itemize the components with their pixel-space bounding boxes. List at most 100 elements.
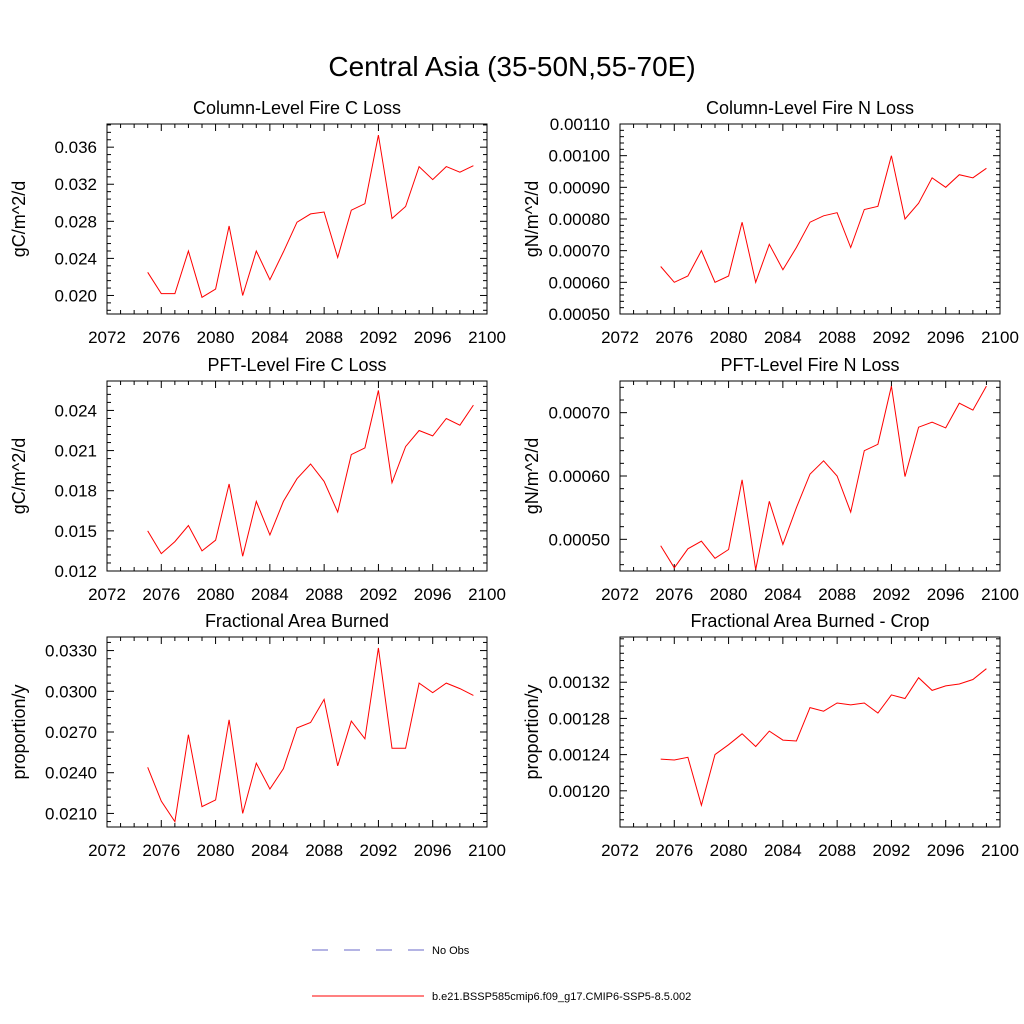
y-tick-label: 0.0210	[45, 804, 97, 823]
x-tick-label: 2088	[818, 328, 856, 347]
y-tick-label: 0.024	[54, 249, 97, 268]
x-tick-label: 2092	[873, 841, 911, 860]
y-tick-label: 0.00128	[549, 709, 610, 728]
x-tick-label: 2076	[655, 585, 693, 604]
y-tick-label: 0.00120	[549, 782, 610, 801]
x-tick-label: 2096	[927, 328, 965, 347]
legend-entry-2: b.e21.BSSP585cmip6.f09_g17.CMIP6-SSP5-8.…	[312, 991, 691, 1003]
y-tick-label: 0.036	[54, 138, 97, 157]
x-tick-label: 2096	[414, 585, 452, 604]
y-tick-label: 0.0330	[45, 642, 97, 661]
x-tick-label: 2080	[197, 841, 235, 860]
y-tick-label: 0.012	[54, 562, 97, 581]
y-axis-label: proportion/y	[522, 684, 542, 779]
x-tick-label: 2088	[305, 585, 343, 604]
legend-label: No Obs	[432, 945, 470, 957]
chart-panel-3: PFT-Level Fire C Loss gC/m^2/d 2072 2076 208…	[9, 355, 506, 604]
y-tick-label: 0.00070	[549, 242, 610, 261]
x-tick-label: 2092	[360, 328, 398, 347]
x-tick-label: 2092	[360, 841, 398, 860]
x-tick-label: 2088	[818, 585, 856, 604]
x-tick-label: 2080	[197, 328, 235, 347]
x-tick-label: 2072	[88, 585, 126, 604]
y-tick-label: 0.032	[54, 175, 97, 194]
chart-panel-4: PFT-Level Fire N Loss gN/m^2/d 2072 2076 208…	[522, 355, 1019, 604]
x-tick-label: 2080	[710, 841, 748, 860]
x-tick-label: 2072	[88, 841, 126, 860]
y-tick-label: 0.018	[54, 482, 97, 501]
y-tick-label: 0.0300	[45, 682, 97, 701]
x-tick-label: 2100	[468, 585, 506, 604]
x-tick-label: 2100	[981, 841, 1019, 860]
y-tick-label: 0.00060	[549, 273, 610, 292]
chart-panel-2: Column-Level Fire N Loss gN/m^2/d 2072 2076…	[522, 98, 1019, 347]
y-tick-label: 0.00110	[550, 115, 610, 134]
y-tick-label: 0.00132	[549, 673, 610, 692]
y-tick-label: 0.00060	[549, 467, 610, 486]
y-tick-label: 0.00050	[549, 530, 610, 549]
y-axis-label: proportion/y	[9, 684, 29, 779]
series-line	[660, 155, 987, 285]
y-axis-label: gC/m^2/d	[9, 181, 29, 257]
x-tick-label: 2080	[710, 328, 748, 347]
y-axis-label: gC/m^2/d	[9, 438, 29, 514]
y-tick-label: 0.00080	[549, 210, 610, 229]
x-tick-label: 2088	[305, 841, 343, 860]
x-tick-label: 2080	[197, 585, 235, 604]
series-line	[147, 647, 474, 823]
chart-panel-6: Fractional Area Burned - Crop proportion/…	[522, 611, 1019, 860]
y-axis-label: gN/m^2/d	[522, 181, 542, 257]
panel-title: Fractional Area Burned - Crop	[690, 611, 929, 631]
legend-entry-1: No Obs	[312, 945, 470, 957]
panel-title: Column-Level Fire C Loss	[193, 98, 401, 118]
x-tick-label: 2100	[981, 328, 1019, 347]
x-tick-label: 2100	[468, 841, 506, 860]
y-tick-label: 0.00100	[549, 147, 610, 166]
x-tick-label: 2072	[601, 328, 639, 347]
y-axis-label: gN/m^2/d	[522, 438, 542, 514]
legend: No Obs b.e21.BSSP585cmip6.f09_g17.CMIP6-S…	[312, 945, 691, 1003]
panel-title: PFT-Level Fire N Loss	[720, 355, 899, 375]
x-tick-label: 2100	[468, 328, 506, 347]
x-tick-label: 2084	[764, 585, 802, 604]
y-tick-label: 0.00090	[549, 178, 610, 197]
x-tick-label: 2076	[142, 328, 180, 347]
x-tick-label: 2080	[710, 585, 748, 604]
y-tick-label: 0.028	[54, 212, 97, 231]
plot-frame	[619, 123, 1001, 315]
x-tick-label: 2076	[142, 841, 180, 860]
x-tick-label: 2072	[601, 585, 639, 604]
plot-frame	[106, 636, 488, 828]
x-tick-label: 2096	[927, 585, 965, 604]
plot-frame	[619, 636, 1001, 828]
x-tick-label: 2088	[818, 841, 856, 860]
x-tick-label: 2084	[251, 585, 289, 604]
y-tick-label: 0.00070	[549, 404, 610, 423]
y-tick-label: 0.015	[54, 522, 97, 541]
series-line	[147, 390, 474, 557]
chart-panel-1: Column-Level Fire C Loss gC/m^2/d 2072 2076…	[9, 98, 506, 347]
panels-group: Column-Level Fire C Loss gC/m^2/d 2072 2076…	[9, 98, 1019, 860]
y-tick-label: 0.024	[54, 401, 97, 420]
panel-title: Column-Level Fire N Loss	[706, 98, 914, 118]
x-tick-label: 2076	[655, 328, 693, 347]
plot-frame	[106, 380, 488, 572]
x-tick-label: 2072	[601, 841, 639, 860]
x-tick-label: 2100	[981, 585, 1019, 604]
x-tick-label: 2096	[414, 841, 452, 860]
x-tick-label: 2076	[142, 585, 180, 604]
plot-frame	[619, 380, 1001, 572]
y-tick-label: 0.00124	[549, 746, 610, 765]
chart-panel-5: Fractional Area Burned proportion/y 2072 20…	[9, 611, 506, 860]
x-tick-label: 2084	[251, 841, 289, 860]
y-tick-label: 0.0240	[45, 764, 97, 783]
x-tick-label: 2072	[88, 328, 126, 347]
x-tick-label: 2084	[764, 841, 802, 860]
x-tick-label: 2092	[873, 585, 911, 604]
x-tick-label: 2076	[655, 841, 693, 860]
x-tick-label: 2092	[360, 585, 398, 604]
series-line	[660, 668, 987, 808]
x-tick-label: 2084	[251, 328, 289, 347]
figure-title: Central Asia (35-50N,55-70E)	[328, 51, 695, 82]
